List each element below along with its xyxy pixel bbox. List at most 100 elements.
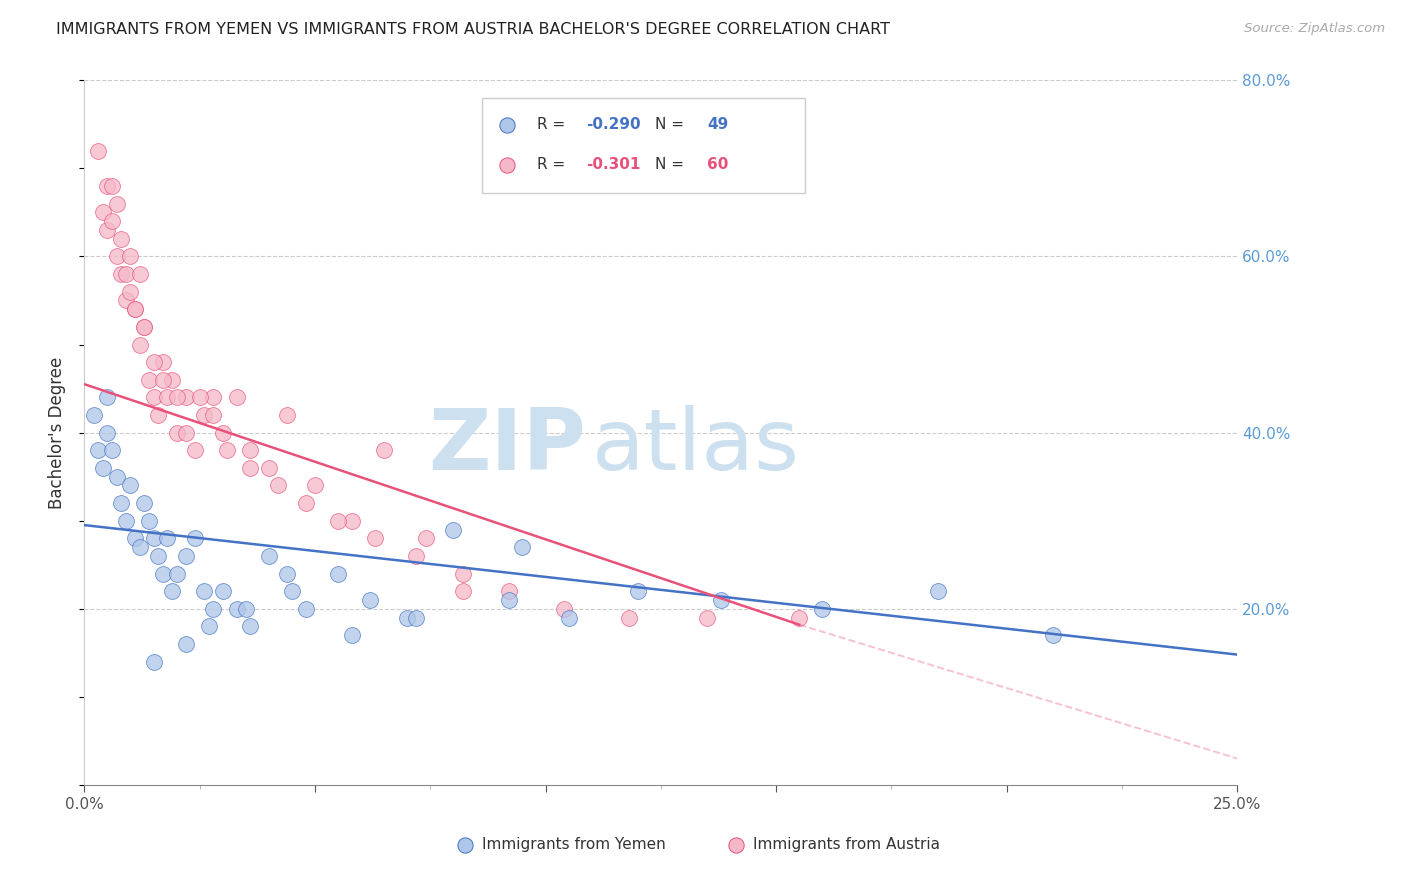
Point bbox=[276, 408, 298, 422]
Point bbox=[128, 337, 150, 351]
Point bbox=[359, 593, 381, 607]
Text: Immigrants from Yemen: Immigrants from Yemen bbox=[482, 838, 666, 853]
Point bbox=[239, 619, 262, 633]
Point bbox=[174, 425, 197, 440]
Point bbox=[225, 601, 247, 615]
Text: N =: N = bbox=[655, 117, 689, 132]
Point bbox=[184, 443, 207, 458]
Point bbox=[110, 232, 132, 246]
Point bbox=[142, 391, 165, 405]
Point bbox=[91, 205, 114, 219]
Point bbox=[128, 540, 150, 554]
Point bbox=[146, 408, 169, 422]
Point bbox=[101, 214, 124, 228]
Point bbox=[276, 566, 298, 581]
Point bbox=[340, 628, 363, 642]
Point bbox=[627, 584, 650, 599]
Point bbox=[152, 566, 174, 581]
Text: N =: N = bbox=[655, 157, 689, 172]
Point bbox=[235, 601, 257, 615]
Point bbox=[142, 355, 165, 369]
Text: Immigrants from Austria: Immigrants from Austria bbox=[754, 838, 941, 853]
Point bbox=[160, 584, 183, 599]
Point bbox=[217, 443, 239, 458]
Point bbox=[105, 249, 128, 264]
Point bbox=[211, 584, 233, 599]
Point bbox=[105, 469, 128, 483]
Point bbox=[451, 566, 474, 581]
Point bbox=[174, 549, 197, 563]
Point bbox=[188, 391, 211, 405]
Point bbox=[451, 584, 474, 599]
Point bbox=[105, 196, 128, 211]
Point bbox=[211, 425, 233, 440]
Point bbox=[202, 408, 225, 422]
Point bbox=[340, 514, 363, 528]
Point bbox=[326, 514, 349, 528]
Point bbox=[83, 408, 105, 422]
Point bbox=[225, 391, 247, 405]
Point bbox=[396, 610, 419, 624]
Point bbox=[115, 293, 138, 308]
Point bbox=[120, 249, 142, 264]
Text: R =: R = bbox=[537, 157, 571, 172]
Point bbox=[184, 531, 207, 545]
Point bbox=[326, 566, 349, 581]
Point bbox=[87, 443, 110, 458]
Point bbox=[257, 460, 280, 475]
Point bbox=[142, 655, 165, 669]
Point bbox=[927, 584, 949, 599]
Point bbox=[96, 178, 118, 193]
Point bbox=[811, 601, 834, 615]
Point bbox=[142, 531, 165, 545]
Point bbox=[498, 584, 520, 599]
Point bbox=[553, 601, 575, 615]
Point bbox=[128, 267, 150, 281]
Point bbox=[281, 584, 304, 599]
Point bbox=[124, 302, 146, 317]
Point bbox=[617, 610, 640, 624]
Point bbox=[512, 540, 534, 554]
Text: -0.301: -0.301 bbox=[586, 157, 640, 172]
Point bbox=[101, 443, 124, 458]
Point bbox=[405, 549, 427, 563]
Point bbox=[87, 144, 110, 158]
Point bbox=[696, 610, 718, 624]
Point bbox=[115, 267, 138, 281]
Point bbox=[1042, 628, 1064, 642]
Text: 60: 60 bbox=[707, 157, 728, 172]
Point bbox=[294, 496, 316, 510]
Text: -0.290: -0.290 bbox=[586, 117, 641, 132]
Point bbox=[96, 223, 118, 237]
Point bbox=[239, 460, 262, 475]
Point bbox=[138, 514, 160, 528]
Point bbox=[304, 478, 326, 492]
Point bbox=[115, 514, 138, 528]
Point bbox=[124, 302, 146, 317]
Point bbox=[120, 478, 142, 492]
Point bbox=[202, 601, 225, 615]
Text: atlas: atlas bbox=[592, 405, 800, 488]
Text: IMMIGRANTS FROM YEMEN VS IMMIGRANTS FROM AUSTRIA BACHELOR'S DEGREE CORRELATION C: IMMIGRANTS FROM YEMEN VS IMMIGRANTS FROM… bbox=[56, 22, 890, 37]
Point bbox=[134, 319, 156, 334]
Point bbox=[156, 391, 179, 405]
Point bbox=[557, 610, 579, 624]
Point bbox=[166, 425, 188, 440]
Point bbox=[96, 391, 118, 405]
Point bbox=[152, 355, 174, 369]
Point bbox=[364, 531, 387, 545]
Point bbox=[138, 373, 160, 387]
Text: 49: 49 bbox=[707, 117, 728, 132]
Point bbox=[110, 267, 132, 281]
Point bbox=[160, 373, 183, 387]
Point bbox=[156, 531, 179, 545]
Point bbox=[441, 523, 464, 537]
Point bbox=[193, 584, 215, 599]
Point bbox=[193, 408, 215, 422]
Point bbox=[294, 601, 316, 615]
Point bbox=[202, 391, 225, 405]
Point bbox=[257, 549, 280, 563]
Text: R =: R = bbox=[537, 117, 571, 132]
Point bbox=[146, 549, 169, 563]
Point bbox=[239, 443, 262, 458]
